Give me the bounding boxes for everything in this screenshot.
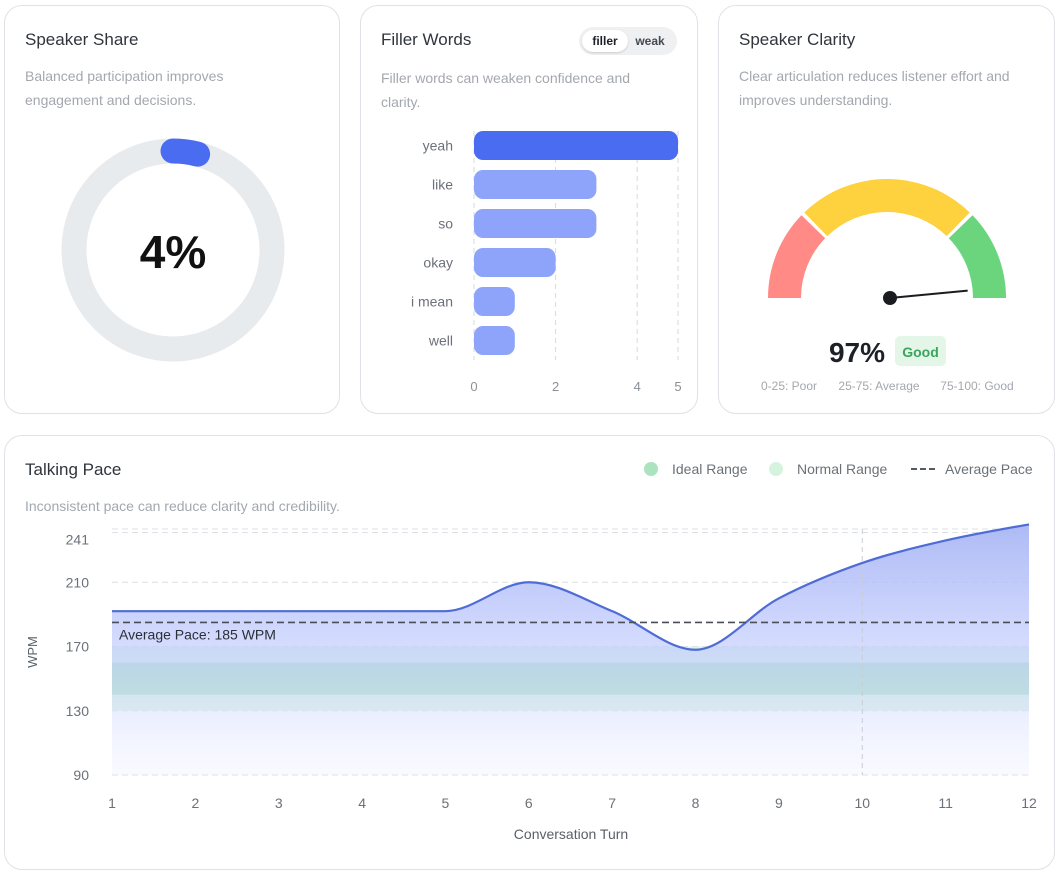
x-axis-label: Conversation Turn	[514, 826, 628, 842]
filler-words-title: Filler Words	[381, 30, 472, 49]
y-axis-label: WPM	[25, 636, 40, 668]
speaker-clarity-description: Clear articulation reduces listener effo…	[739, 68, 1010, 108]
pace-area	[112, 524, 1029, 775]
talking-pace-title: Talking Pace	[25, 460, 122, 479]
filler-weak-toggle: filler weak	[579, 27, 677, 55]
gauge-needle-hub	[883, 291, 897, 305]
x-tick-label: 10	[854, 795, 870, 811]
x-tick-label: 4	[358, 795, 366, 811]
x-tick-label: 5	[674, 379, 681, 394]
x-tick-label: 0	[470, 379, 477, 394]
clarity-legend-good: 75-100: Good	[940, 379, 1013, 393]
y-tick-label: 130	[66, 703, 90, 719]
legend-ideal-range: Ideal Range	[644, 459, 748, 479]
filler-word-label: okay	[423, 255, 453, 271]
filler-bar	[474, 287, 515, 316]
pace-line	[112, 523, 1030, 651]
x-tick-label: 9	[775, 795, 783, 811]
x-tick-label: 4	[634, 379, 641, 394]
gauge-needle	[889, 289, 968, 299]
clarity-badge-bg	[895, 336, 946, 366]
clarity-badge: Good	[902, 344, 939, 360]
gauge-poor-segment	[768, 215, 826, 298]
toggle-weak-button[interactable]: weak	[635, 34, 665, 48]
filler-words-card: Filler Words filler weak Filler words ca…	[360, 5, 698, 414]
filler-words-bar-chart: 0 2 4 5 yeah like so okay i mean well	[411, 131, 682, 394]
legend-average-pace: Average Pace	[911, 459, 1033, 479]
legend-normal-label: Normal Range	[797, 461, 888, 477]
x-tick-label: 11	[938, 795, 953, 811]
filler-bar	[474, 248, 556, 277]
speaker-share-card: Speaker Share Balanced participation imp…	[4, 5, 340, 414]
filler-word-label: i mean	[411, 294, 453, 310]
x-tick-label: 12	[1021, 795, 1037, 811]
speaker-clarity-value: 97%	[829, 337, 885, 368]
y-tick-label: 241	[66, 531, 90, 547]
filler-bar	[474, 131, 678, 160]
talking-pace-description: Inconsistent pace can reduce clarity and…	[25, 498, 340, 514]
filler-bar	[474, 170, 597, 199]
x-tick-label: 3	[275, 795, 283, 811]
average-pace-swatch	[911, 468, 935, 470]
legend-normal-range: Normal Range	[769, 459, 887, 479]
toggle-filler-button[interactable]: filler	[582, 30, 628, 52]
speaker-share-value: 4%	[140, 226, 206, 278]
clarity-legend-poor: 0-25: Poor	[761, 379, 817, 393]
filler-word-label: well	[428, 333, 453, 349]
speaker-share-title: Speaker Share	[25, 30, 139, 49]
x-tick-label: 1	[108, 795, 116, 811]
x-tick-label: 2	[552, 379, 559, 394]
clarity-legend-average: 25-75: Average	[838, 379, 920, 393]
filler-word-label: yeah	[423, 138, 453, 154]
ideal-range-swatch	[644, 462, 658, 476]
x-tick-label: 2	[191, 795, 199, 811]
filler-word-label: like	[432, 177, 453, 193]
speaker-share-description: Balanced participation improves engageme…	[25, 68, 224, 108]
y-tick-label: 170	[66, 639, 90, 655]
x-tick-label: 7	[608, 795, 616, 811]
average-pace-label: Average Pace: 185 WPM	[119, 626, 276, 642]
y-tick-label: 90	[73, 767, 89, 783]
x-tick-label: 5	[442, 795, 450, 811]
legend-ideal-label: Ideal Range	[672, 461, 748, 477]
gauge-average-segment	[804, 179, 970, 237]
normal-range-swatch	[769, 462, 783, 476]
filler-bar	[474, 209, 597, 238]
speaker-clarity-card: Speaker Clarity Clear articulation reduc…	[718, 5, 1055, 414]
legend-average-label: Average Pace	[945, 461, 1033, 477]
speaker-clarity-title: Speaker Clarity	[739, 30, 856, 49]
filler-words-description: Filler words can weaken confidence and c…	[381, 70, 631, 110]
x-tick-label: 8	[692, 795, 700, 811]
x-tick-label: 6	[525, 795, 533, 811]
y-tick-label: 210	[66, 574, 90, 590]
donut-value-arc	[160, 138, 211, 167]
filler-word-label: so	[438, 216, 453, 232]
speaker-clarity-gauge: 97% Good 0-25: Poor 25-75: Average 75-10…	[761, 179, 1014, 393]
gauge-good-segment	[948, 215, 1006, 298]
filler-bar	[474, 326, 515, 355]
talking-pace-card: Talking Pace Ideal Range Normal Range Av…	[4, 435, 1055, 870]
speaker-share-donut: 4%	[61, 138, 285, 362]
